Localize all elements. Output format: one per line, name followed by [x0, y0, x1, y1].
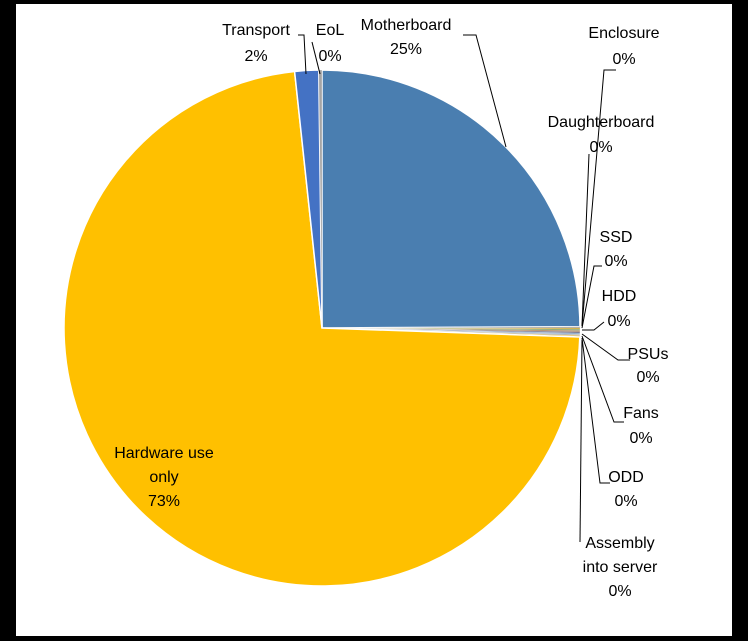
data-label-name-daughterboard: Daughterboard — [548, 114, 655, 131]
data-label-name-motherboard: Motherboard — [361, 17, 452, 34]
pie-slice-motherboard — [321, 69, 581, 329]
chart-frame: Motherboard 25% Enclosure 0% Daughterboard 0%… — [16, 4, 732, 636]
data-label-name-hardware-use-only: only — [149, 469, 178, 486]
data-label-eol: EoL 0% — [316, 22, 345, 65]
leader-line-transport — [298, 34, 307, 75]
data-label-fans: Fans 0% — [623, 405, 659, 447]
data-label-value-assembly-into-server: 0% — [608, 583, 631, 600]
data-label-name-enclosure: Enclosure — [588, 25, 659, 42]
data-label-value-ssd: 0% — [604, 253, 627, 270]
leader-line-motherboard — [463, 34, 507, 148]
data-label-value-hardware-use-only: 73% — [148, 493, 180, 510]
data-label-value-fans: 0% — [629, 430, 652, 447]
data-label-value-enclosure: 0% — [612, 51, 635, 68]
data-label-odd: ODD 0% — [608, 469, 644, 510]
data-label-ssd: SSD 0% — [600, 229, 633, 270]
leader-line-ssd — [581, 265, 602, 329]
leader-line-assembly-into-server — [579, 339, 583, 543]
data-label-name-fans: Fans — [623, 405, 659, 422]
data-label-name-hdd: HDD — [602, 288, 637, 305]
data-label-daughterboard: Daughterboard 0% — [548, 114, 655, 156]
pie-slice-hardware-use-only — [63, 70, 581, 587]
data-label-value-daughterboard: 0% — [589, 139, 612, 156]
pie-chart: Motherboard 25% Enclosure 0% Daughterboard 0%… — [63, 17, 669, 600]
leader-line-hdd — [582, 321, 605, 331]
data-label-name-transport: Transport — [222, 22, 290, 39]
data-label-name-assembly-into-server: into server — [583, 559, 658, 576]
data-label-name-hardware-use-only: Hardware use — [114, 445, 214, 462]
data-label-name-odd: ODD — [608, 469, 644, 486]
data-label-name-psus: PSUs — [628, 346, 669, 363]
data-label-hardware-use-only: Hardware use only 73% — [114, 445, 214, 510]
data-label-name-ssd: SSD — [600, 229, 633, 246]
data-label-name-eol: EoL — [316, 22, 345, 39]
leader-line-daughterboard — [581, 153, 590, 327]
data-label-name-assembly-into-server: Assembly — [585, 535, 654, 552]
leader-line-enclosure — [581, 69, 616, 327]
data-label-value-transport: 2% — [244, 48, 267, 65]
data-label-hdd: HDD 0% — [602, 288, 637, 330]
data-label-psus: PSUs 0% — [628, 346, 669, 386]
data-label-transport: Transport 2% — [222, 22, 290, 65]
data-label-motherboard: Motherboard 25% — [361, 17, 452, 58]
leader-line-eol — [311, 41, 321, 75]
data-label-enclosure: Enclosure 0% — [588, 25, 659, 68]
leader-line-fans — [581, 335, 624, 423]
leader-line-odd — [581, 337, 610, 484]
data-label-value-hdd: 0% — [607, 313, 630, 330]
data-label-assembly-into-server: Assembly into server 0% — [583, 535, 658, 600]
data-label-value-eol: 0% — [318, 48, 341, 65]
data-label-value-psus: 0% — [636, 369, 659, 386]
data-label-value-odd: 0% — [614, 493, 637, 510]
data-label-value-motherboard: 25% — [390, 41, 422, 58]
leader-line-psus — [581, 333, 630, 361]
